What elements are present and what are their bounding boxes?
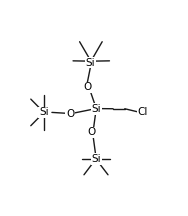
Text: Si: Si (92, 104, 101, 114)
Text: Si: Si (39, 107, 49, 118)
Text: O: O (66, 109, 74, 119)
Text: Si: Si (86, 57, 95, 68)
Text: O: O (83, 83, 92, 92)
Text: O: O (88, 127, 96, 137)
Text: Cl: Cl (138, 107, 148, 118)
Text: Si: Si (92, 154, 101, 164)
